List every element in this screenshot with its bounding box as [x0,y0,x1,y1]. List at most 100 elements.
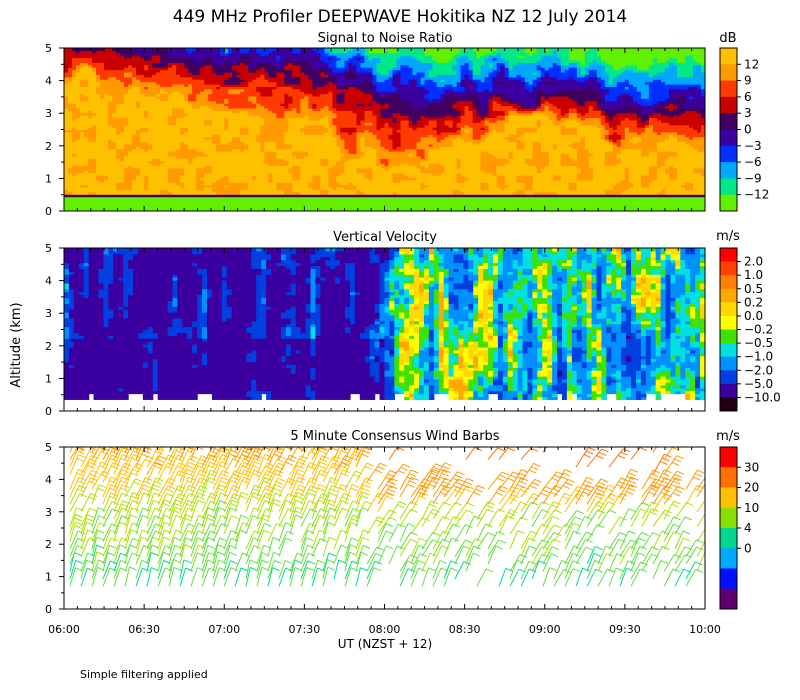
snr-cell [316,136,321,140]
snr-cell [136,83,141,87]
snr-cell [212,129,217,133]
snr-cell [204,117,209,121]
snr-cell [72,71,77,75]
snr-cell [196,129,201,133]
snr-cell [180,76,185,80]
snr-cell [144,155,149,159]
snr-cell [288,74,293,78]
snr-cell [64,170,69,174]
snr-cell [212,83,217,87]
snr-cell [104,86,109,90]
snr-cell [180,134,185,138]
snr-cell [140,76,145,80]
snr-cell [76,206,81,210]
snr-cell [280,194,285,198]
snr-cell [280,48,285,51]
snr-cell [100,105,105,109]
snr-cell [144,146,149,150]
snr-cell [280,179,285,183]
snr-cell [248,71,253,75]
snr-cell [168,179,173,183]
snr-cell [80,86,85,90]
snr-cell [300,177,305,181]
snr-cell [152,143,157,147]
snr-cell [168,112,173,116]
snr-cell [100,158,105,162]
snr-cell [248,158,253,162]
snr-cell [256,107,261,111]
snr-cell [200,100,205,104]
snr-cell [68,48,73,51]
snr-cell [216,86,221,90]
snr-cell [152,86,157,90]
snr-cell [176,203,181,207]
snr-cell [244,91,249,95]
snr-cell [200,131,205,135]
snr-cell [168,100,173,104]
snr-cell [152,74,157,78]
snr-cell [280,112,285,116]
snr-cell [304,86,309,90]
snr-cell [144,191,149,195]
snr-cell [244,201,249,205]
snr-cell [160,112,165,116]
snr-cell [204,115,209,119]
snr-cell [308,141,313,145]
snr-cell [100,129,105,133]
snr-cell [204,184,209,188]
snr-cell [300,191,305,195]
snr-cell [172,170,177,174]
snr-cell [284,69,289,73]
snr-cell [196,74,201,78]
snr-cell [120,98,125,102]
snr-cell [260,136,265,140]
snr-cell [180,179,185,183]
snr-cell [296,95,301,99]
snr-cell [72,143,77,147]
snr-cell [136,196,141,200]
snr-cell [272,196,277,200]
snr-cell [268,131,273,135]
snr-cell [260,182,265,186]
snr-cell [296,196,301,200]
snr-cell [104,62,109,66]
snr-cell [240,146,245,150]
snr-cell [240,67,245,71]
snr-cell [100,71,105,75]
snr-cell [276,203,281,207]
snr-cell [76,50,81,54]
snr-cell [188,175,193,179]
snr-cell [284,158,289,162]
snr-cell [284,55,289,59]
snr-cell [152,62,157,66]
snr-cell [236,143,241,147]
snr-cell [128,201,133,205]
snr-cell [280,158,285,162]
snr-cell [108,165,113,169]
snr-cell [100,57,105,61]
snr-cell [248,203,253,207]
snr-cell [292,175,297,179]
snr-cell [308,79,313,83]
snr-cell [108,136,113,140]
snr-cell [312,129,317,133]
snr-cell [144,163,149,167]
snr-cell [292,74,297,78]
snr-cell [116,112,121,116]
snr-cell [184,74,189,78]
snr-cell [280,129,285,133]
snr-cell [148,172,153,176]
snr-cell [68,175,73,179]
snr-cell [108,160,113,164]
snr-cell [200,71,205,75]
snr-cell [268,199,273,203]
snr-cell [108,172,113,176]
snr-cell [180,129,185,133]
snr-cell [172,167,177,171]
snr-cell [128,76,133,80]
snr-cell [68,52,73,56]
snr-cell [244,175,249,179]
snr-cell [256,187,261,191]
snr-cell [308,129,313,133]
snr-cell [188,103,193,107]
